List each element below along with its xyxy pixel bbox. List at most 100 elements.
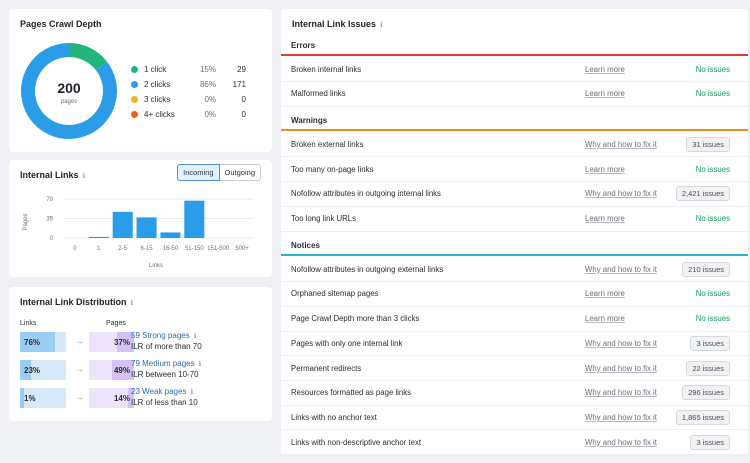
issue-name: Pages with only one internal link: [291, 338, 403, 348]
legend-item[interactable]: 4+ clicks 0% 0: [131, 107, 246, 121]
donut-total-label: pages: [61, 99, 77, 105]
pages-share-bar: 14%: [89, 388, 134, 408]
help-link[interactable]: Learn more: [585, 64, 625, 74]
help-link[interactable]: Why and how to fix it: [585, 338, 657, 348]
issue-row: Links with non-descriptive anchor text W…: [281, 430, 748, 456]
help-link[interactable]: Learn more: [585, 289, 625, 299]
legend-item[interactable]: 1 click 15% 29: [131, 62, 246, 76]
pages-share-fill: [127, 388, 134, 408]
pages-share-value: 37%: [113, 337, 130, 347]
help-link[interactable]: Why and how to fix it: [585, 388, 657, 398]
help-link[interactable]: Why and how to fix it: [585, 412, 657, 422]
y-tick-label: 35: [46, 217, 53, 223]
issue-name: Page Crawl Depth more than 3 clicks: [291, 314, 420, 324]
x-tick-label: 1: [97, 246, 101, 252]
status-ok: No issues: [695, 89, 730, 99]
info-icon[interactable]: ℹ: [190, 389, 194, 396]
distribution-pages-link[interactable]: 23 Weak pages ℹ: [131, 387, 194, 396]
issue-name: Too many on-page links: [291, 164, 374, 174]
donut-slice-0[interactable]: [68, 43, 107, 71]
chart-xlabel: Links: [149, 263, 163, 269]
help-link[interactable]: Learn more: [585, 214, 625, 223]
donut-slice-1[interactable]: [21, 43, 117, 139]
issues-count-badge[interactable]: 3 issues: [690, 335, 730, 351]
donut-total: 200: [57, 80, 81, 96]
links-share-fill: [20, 388, 24, 408]
issue-name: Orphaned sitemap pages: [291, 289, 379, 299]
info-icon[interactable]: ℹ: [380, 22, 383, 29]
distribution-pages-link[interactable]: 79 Medium pages ℹ: [131, 359, 202, 368]
status-ok: No issues: [695, 289, 730, 299]
legend-percent: 15%: [199, 64, 216, 74]
issue-row: Broken external links Why and how to fix…: [281, 132, 748, 158]
issue-name: Nofollow attributes in outgoing internal…: [291, 189, 441, 199]
pages-share-value: 49%: [113, 365, 130, 375]
section-warnings: Warnings: [281, 109, 748, 132]
links-share-value: 23%: [24, 365, 41, 375]
help-link[interactable]: Why and how to fix it: [585, 139, 657, 149]
help-link[interactable]: Why and how to fix it: [585, 189, 657, 199]
issues-count-badge[interactable]: 2,421 issues: [675, 186, 730, 202]
x-tick-label: 151-500: [207, 246, 230, 252]
issue-row: Links with no anchor text Why and how to…: [281, 405, 748, 431]
issue-name: Resources formatted as page links: [291, 388, 412, 398]
links-direction-toggle: Incoming Outgoing: [177, 164, 261, 181]
internal-links-card: Internal Links ℹ Incoming Outgoing Pages …: [9, 160, 272, 277]
info-icon[interactable]: ℹ: [130, 300, 134, 307]
y-tick-label: 0: [50, 236, 54, 242]
info-icon[interactable]: ℹ: [198, 361, 202, 368]
issues-count-badge[interactable]: 1,865 issues: [675, 409, 730, 425]
issue-row: Permanent redirects Why and how to fix i…: [281, 356, 748, 381]
links-share-value: 1%: [24, 393, 36, 403]
help-link[interactable]: Learn more: [585, 164, 625, 174]
legend-item[interactable]: 2 clicks 86% 171: [131, 77, 246, 91]
issue-row: Pages with only one internal link Why an…: [281, 331, 748, 357]
help-link[interactable]: Learn more: [585, 314, 625, 324]
tab-outgoing[interactable]: Outgoing: [219, 164, 261, 181]
issues-count-badge[interactable]: 210 issues: [682, 261, 730, 277]
bar-2-5[interactable]: [112, 211, 133, 238]
legend-dot: [131, 95, 138, 103]
x-tick-label: 0: [73, 246, 77, 252]
distribution-ilr-range: ILR of less than 10: [131, 398, 198, 407]
pages-share-bar: 37%: [89, 332, 134, 352]
internal-links-chart: Pages 0 35 70 0 1 2-5 6-15 16-50 51-150 151-500 5…: [23, 197, 254, 269]
legend-percent: 0%: [204, 109, 216, 119]
crawl-depth-donut: 200 pages: [21, 43, 117, 139]
legend-label: 3 clicks: [144, 94, 171, 104]
legend-item[interactable]: 3 clicks 0% 0: [131, 92, 246, 106]
issues-count-badge[interactable]: 3 issues: [690, 434, 730, 450]
legend-count: 171: [232, 79, 246, 89]
issue-name: Nofollow attributes in outgoing external…: [291, 264, 444, 274]
issues-count-badge[interactable]: 31 issues: [686, 136, 730, 152]
distribution-pages-link[interactable]: 59 Strong pages ℹ: [131, 331, 197, 340]
crawl-depth-title: Pages Crawl Depth: [20, 19, 102, 29]
x-tick-label: 6-15: [141, 246, 154, 252]
bar-1[interactable]: [88, 236, 109, 238]
issue-row: Too many on-page links Learn more No iss…: [281, 157, 748, 183]
bar-51-150[interactable]: [184, 200, 205, 238]
legend-label: 2 clicks: [144, 79, 171, 89]
info-icon[interactable]: ℹ: [193, 333, 197, 340]
help-link[interactable]: Why and how to fix it: [585, 437, 657, 447]
x-tick-label: 16-50: [163, 246, 179, 252]
pages-header: Pages: [106, 320, 126, 327]
help-link[interactable]: Why and how to fix it: [585, 363, 657, 373]
tab-incoming[interactable]: Incoming: [177, 164, 220, 181]
help-link[interactable]: Why and how to fix it: [585, 264, 657, 274]
bar-16-50[interactable]: [160, 232, 181, 238]
issues-count-badge[interactable]: 22 issues: [686, 360, 730, 376]
issue-row: Page Crawl Depth more than 3 clicks Lear…: [281, 307, 748, 332]
chart-ylabel: Pages: [23, 213, 29, 230]
distribution-ilr-range: ILR of more than 70: [131, 342, 202, 351]
links-share-value: 76%: [24, 337, 41, 347]
x-tick-label: 500+: [235, 246, 249, 252]
info-icon[interactable]: ℹ: [82, 173, 86, 180]
bar-6-15[interactable]: [136, 217, 157, 238]
issue-name: Links with non-descriptive anchor text: [291, 437, 422, 447]
issues-count-badge[interactable]: 296 issues: [682, 385, 730, 401]
arrow-icon: →: [75, 364, 84, 374]
help-link[interactable]: Learn more: [585, 89, 625, 99]
pages-share-value: 14%: [113, 393, 130, 403]
pages-share-fill: [111, 360, 134, 380]
